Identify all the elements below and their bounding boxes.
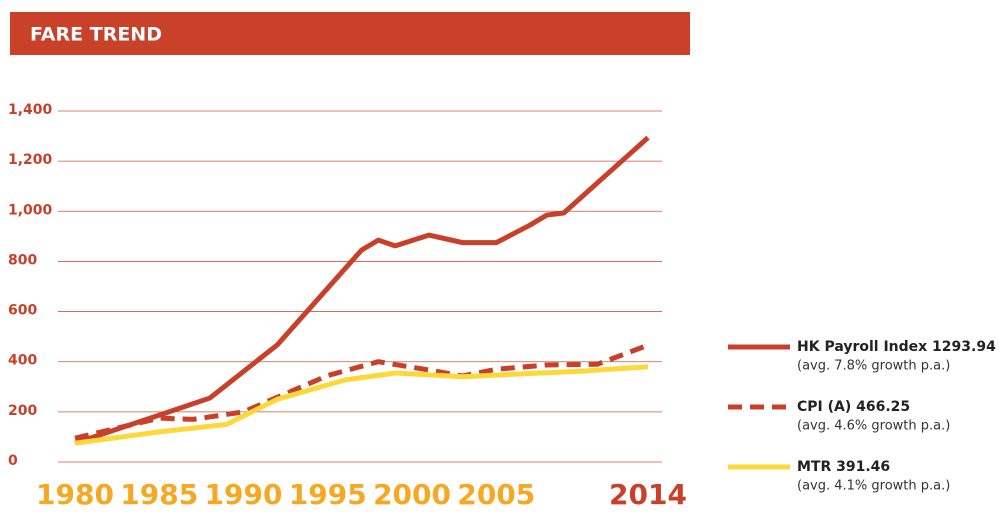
x-tick-label: 2014: [609, 478, 687, 511]
y-tick-label: 600: [8, 303, 37, 319]
legend-note: (avg. 7.8% growth p.a.): [797, 359, 950, 374]
y-tick-label: 1,000: [8, 202, 53, 218]
legend-note: (avg. 4.1% growth p.a.): [797, 479, 950, 494]
y-tick-label: 400: [8, 353, 37, 369]
legend-note: (avg. 4.6% growth p.a.): [797, 419, 950, 434]
y-tick-label: 1,400: [8, 102, 53, 118]
chart-title: FARE TREND: [30, 24, 162, 46]
y-tick-label: 0: [8, 453, 18, 469]
y-tick-label: 200: [8, 403, 37, 419]
series-line: [74, 364, 649, 446]
legend-label: CPI (A) 466.25: [797, 399, 910, 415]
title-bar: [10, 12, 690, 55]
legend-label: MTR 391.46: [797, 459, 890, 475]
y-tick-label: 1,200: [8, 152, 53, 168]
x-tick-label: 1995: [289, 478, 367, 511]
x-tick-label: 2000: [373, 478, 451, 511]
x-tick-label: 1985: [120, 478, 198, 511]
x-tick-label: 2005: [457, 478, 535, 511]
x-tick-label: 1980: [36, 478, 114, 511]
series-line: [74, 342, 649, 441]
legend-label: HK Payroll Index 1293.94: [797, 339, 996, 355]
series-line: [74, 135, 650, 446]
y-tick-label: 800: [8, 252, 37, 268]
x-tick-label: 1990: [205, 478, 283, 511]
